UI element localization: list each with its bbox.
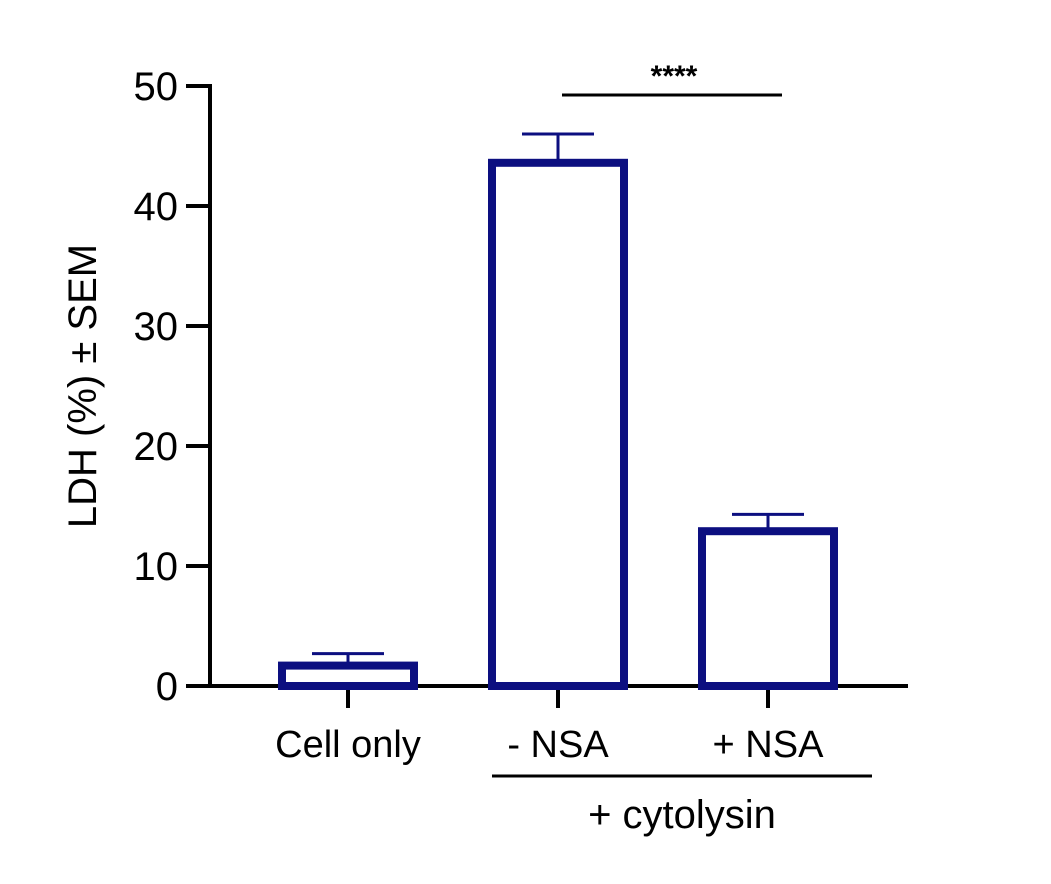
bar bbox=[278, 661, 418, 690]
x-tick-label: + NSA bbox=[713, 724, 825, 766]
y-tick-label: 30 bbox=[134, 305, 179, 349]
labels: 0 10 20 30 40 50 Cell only - NSA + NSA bbox=[134, 65, 825, 766]
y-tick-label: 40 bbox=[134, 185, 179, 229]
y-tick-label: 50 bbox=[134, 65, 179, 109]
y-tick-label: 20 bbox=[134, 425, 179, 469]
x-tick-label: - NSA bbox=[507, 724, 609, 766]
group-label: + cytolysin bbox=[588, 793, 776, 837]
bar bbox=[698, 527, 838, 691]
y-tick-label: 0 bbox=[156, 665, 178, 709]
bar bbox=[488, 158, 628, 691]
bars bbox=[278, 132, 838, 691]
significance-label: **** bbox=[651, 60, 698, 93]
x-tick-label: Cell only bbox=[275, 724, 421, 766]
y-axis-label: LDH (%) ± SEM bbox=[61, 244, 105, 528]
y-tick-label: 10 bbox=[134, 545, 179, 589]
